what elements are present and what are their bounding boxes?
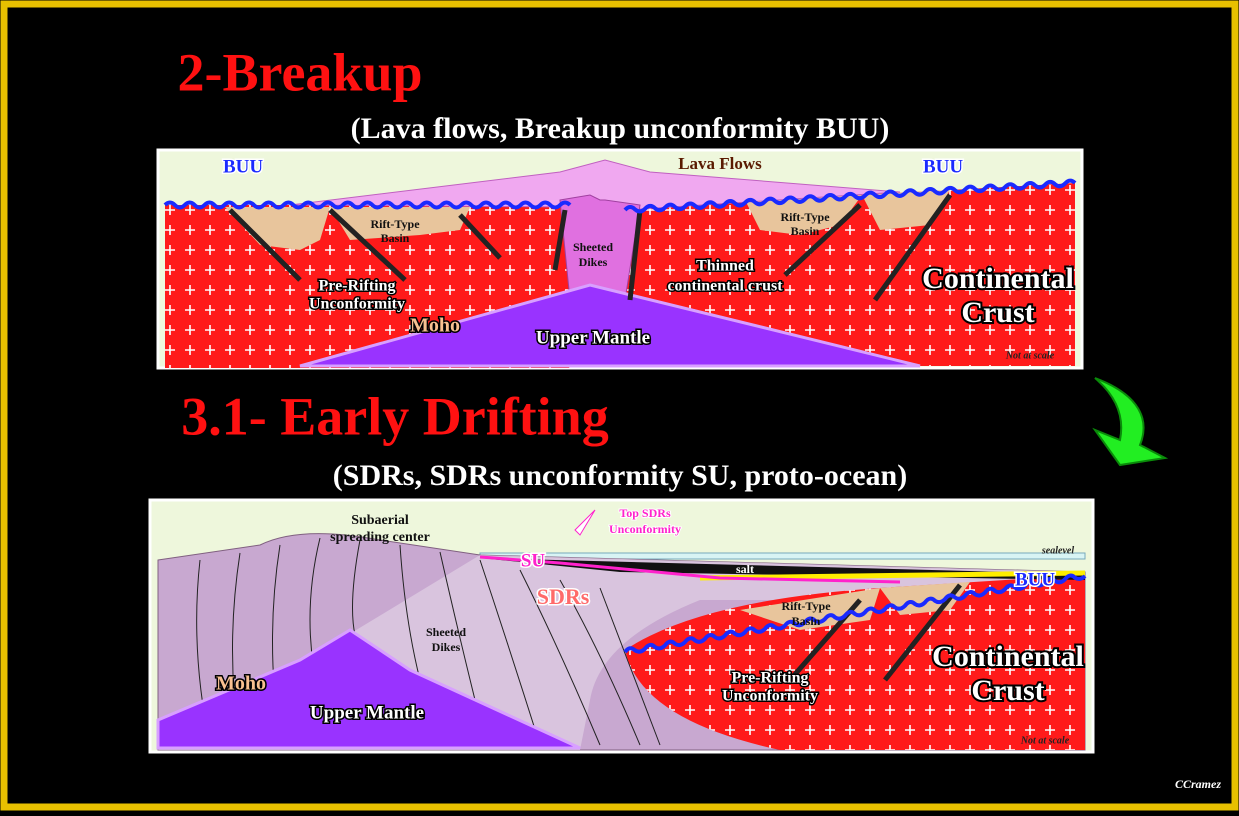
- title: 3.1- Early Drifting: [181, 386, 608, 446]
- label: Upper Mantle: [310, 702, 424, 723]
- label: Sheeted: [573, 240, 613, 254]
- label: Top SDRs: [619, 506, 671, 520]
- label: Unconformity: [609, 522, 681, 536]
- title: 2-Breakup: [177, 42, 422, 102]
- credit: CCramez: [1175, 777, 1221, 791]
- label: Crust: [961, 296, 1034, 329]
- label: continental crust: [667, 278, 783, 295]
- subtitle: (SDRs, SDRs unconformity SU, proto-ocean…: [333, 459, 907, 492]
- label: SDRs: [537, 584, 590, 609]
- label: Dikes: [432, 640, 461, 654]
- label: salt: [736, 562, 754, 576]
- label: Upper Mantle: [536, 327, 650, 348]
- label: Continental: [922, 262, 1074, 295]
- label: Sheeted: [426, 625, 466, 639]
- label: Not at scale: [1005, 350, 1055, 361]
- panel-breakup: [156, 148, 1084, 370]
- arrow: [1092, 377, 1169, 467]
- label: Rift-Type: [780, 210, 830, 224]
- label: Basin: [792, 614, 821, 628]
- label: Thinned: [696, 258, 754, 275]
- label: BUU: [923, 156, 963, 177]
- panel-drifting: [148, 498, 1095, 754]
- label: BUU: [1015, 569, 1055, 590]
- label: Not at scale: [1020, 735, 1070, 746]
- subtitle: (Lava flows, Breakup unconformity BUU): [351, 112, 890, 145]
- label: Pre-Rifting: [731, 670, 808, 687]
- label: BUU: [223, 156, 263, 177]
- label: Continental: [932, 640, 1084, 673]
- label: Pre-Rifting: [318, 278, 395, 295]
- label: Basin: [791, 224, 820, 238]
- label: SU: [521, 550, 546, 571]
- label: Crust: [971, 674, 1044, 707]
- label: Rift-Type: [370, 217, 420, 231]
- label: spreading center: [330, 530, 430, 545]
- label: Moho: [410, 315, 460, 337]
- label: Basin: [381, 231, 410, 245]
- label: Lava Flows: [678, 154, 762, 173]
- label: Dikes: [579, 255, 608, 269]
- label: Rift-Type: [781, 599, 831, 613]
- label: Unconformity: [309, 296, 405, 313]
- label: sealevel: [1041, 545, 1074, 556]
- label: Unconformity: [722, 688, 818, 705]
- label: Moho: [216, 673, 266, 695]
- label: Subaerial: [351, 513, 409, 528]
